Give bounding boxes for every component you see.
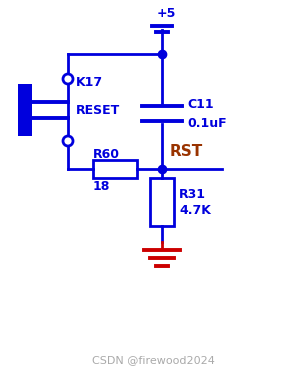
Text: 4.7K: 4.7K bbox=[179, 203, 211, 217]
Text: R60: R60 bbox=[93, 147, 120, 160]
Text: R31: R31 bbox=[179, 187, 206, 200]
Text: K17: K17 bbox=[76, 76, 103, 89]
Bar bbox=[18, 84, 32, 136]
Text: RST: RST bbox=[170, 144, 203, 159]
Text: CSDN @firewood2024: CSDN @firewood2024 bbox=[92, 355, 215, 365]
Text: +5: +5 bbox=[156, 7, 176, 20]
Text: RESET: RESET bbox=[76, 104, 120, 116]
Bar bbox=[93, 160, 137, 178]
Text: C11: C11 bbox=[187, 98, 214, 110]
Text: 0.1uF: 0.1uF bbox=[187, 116, 227, 129]
Bar bbox=[150, 178, 174, 226]
Text: 18: 18 bbox=[93, 180, 111, 193]
